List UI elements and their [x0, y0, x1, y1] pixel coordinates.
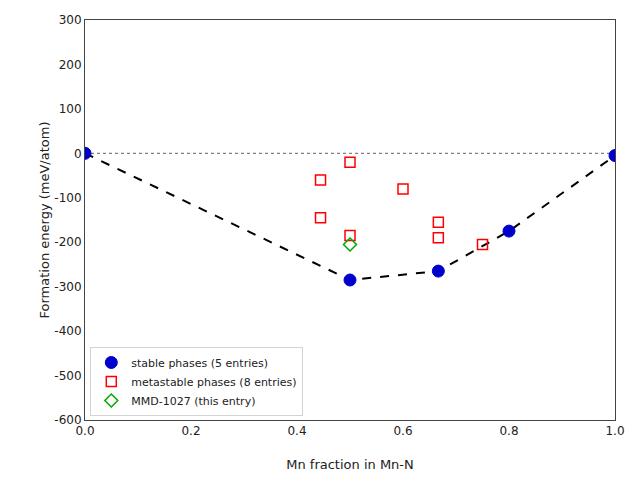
svg-text:1.0: 1.0: [605, 424, 624, 438]
svg-text:0.8: 0.8: [499, 424, 518, 438]
svg-text:-500: -500: [54, 369, 81, 383]
svg-text:-200: -200: [54, 235, 81, 249]
svg-text:0.2: 0.2: [181, 424, 200, 438]
svg-text:-300: -300: [54, 280, 81, 294]
svg-text:0.6: 0.6: [393, 424, 412, 438]
svg-text:Formation energy (meV/atom): Formation energy (meV/atom): [37, 122, 52, 319]
svg-text:0: 0: [74, 147, 82, 161]
svg-text:200: 200: [59, 58, 82, 72]
svg-text:0.0: 0.0: [75, 424, 94, 438]
svg-text:-600: -600: [54, 413, 81, 427]
svg-text:Mn fraction in Mn-N: Mn fraction in Mn-N: [286, 457, 414, 472]
svg-text:stable phases (5 entries): stable phases (5 entries): [131, 357, 268, 370]
svg-text:metastable phases (8 entries): metastable phases (8 entries): [131, 376, 296, 389]
svg-text:0.4: 0.4: [287, 424, 306, 438]
svg-text:-400: -400: [54, 324, 81, 338]
svg-text:MMD-1027 (this entry): MMD-1027 (this entry): [131, 395, 255, 408]
svg-text:-100: -100: [54, 191, 81, 205]
svg-text:100: 100: [59, 102, 82, 116]
svg-text:300: 300: [59, 13, 82, 27]
